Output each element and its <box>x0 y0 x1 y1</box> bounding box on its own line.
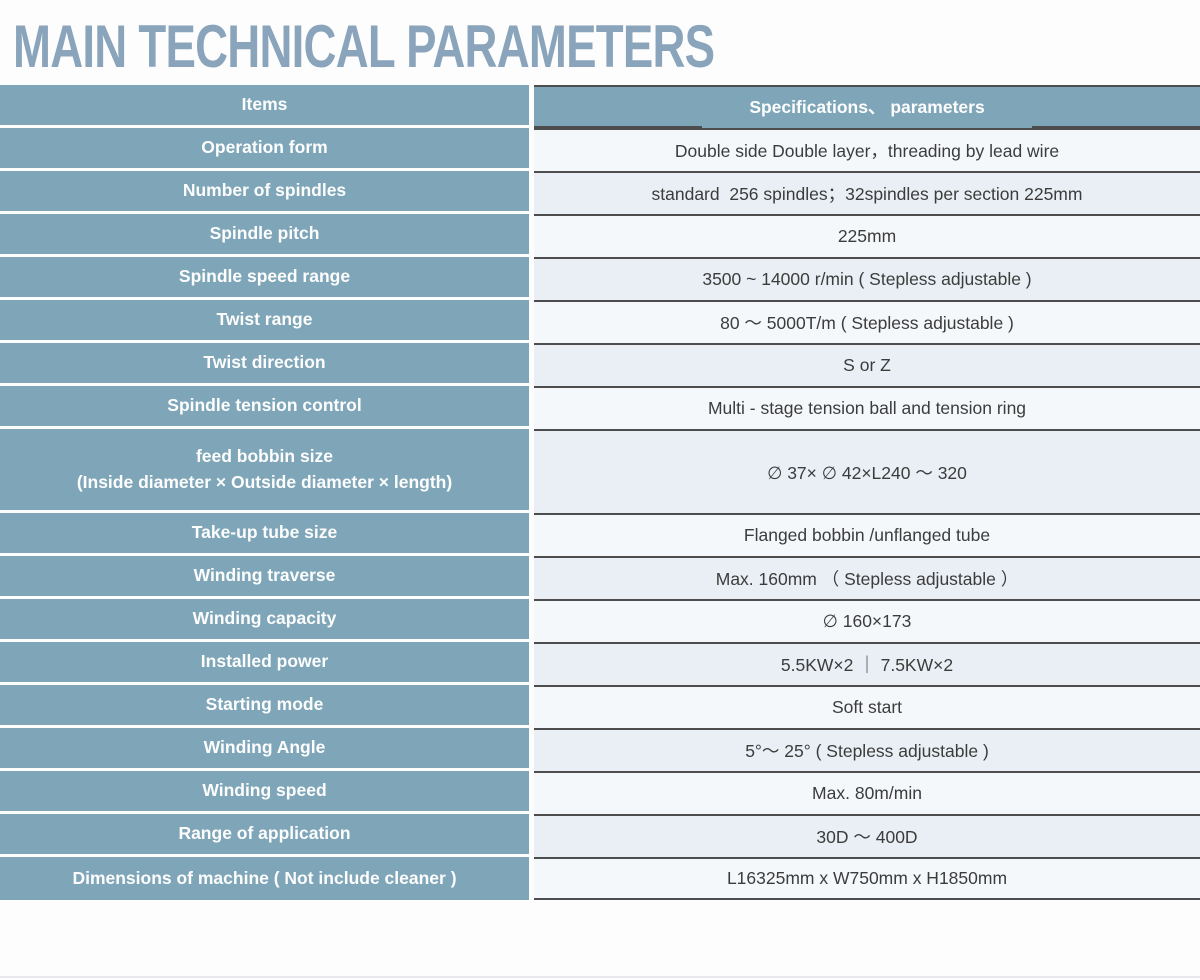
param-value: 30D ～ 400D <box>534 814 1200 857</box>
param-value: Double side Double layer，threading by le… <box>534 128 1200 171</box>
param-value: 5.5KW×2 ｜ 7.5KW×2 <box>534 642 1200 685</box>
table-row: Winding capacity ∅ 160×173 <box>0 599 1200 642</box>
param-label: Number of spindles <box>0 171 529 214</box>
param-value: ∅ 37× ∅ 42×L240 ～ 320 <box>534 429 1200 513</box>
param-value: standard 256 spindles；32spindles per sec… <box>534 171 1200 214</box>
table-row: Range of application 30D ～ 400D <box>0 814 1200 857</box>
page-title: MAIN TECHNICAL PARAMETERS <box>13 13 715 80</box>
technical-parameters-table: Items Specifications、 parameters Operati… <box>0 85 1200 900</box>
param-value: Soft start <box>534 685 1200 728</box>
param-label: Winding traverse <box>0 556 529 599</box>
param-value: Max. 80m/min <box>534 771 1200 814</box>
table-row: Number of spindles standard 256 spindles… <box>0 171 1200 214</box>
param-value: L16325mm x W750mm x H1850mm <box>534 857 1200 900</box>
table-row: Take-up tube size Flanged bobbin /unflan… <box>0 513 1200 556</box>
param-label: Installed power <box>0 642 529 685</box>
param-value: 3500 ~ 14000 r/min ( Stepless adjustable… <box>534 257 1200 300</box>
param-label-line2: (Inside diameter × Outside diameter × le… <box>76 471 453 492</box>
table-row: Twist direction S or Z <box>0 343 1200 386</box>
param-label: Winding capacity <box>0 599 529 642</box>
param-label: Winding speed <box>0 771 529 814</box>
table-row: Installed power 5.5KW×2 ｜ 7.5KW×2 <box>0 642 1200 685</box>
page-bottom-divider <box>0 976 1200 978</box>
table-row: Operation form Double side Double layer，… <box>0 128 1200 171</box>
param-label: feed bobbin size (Inside diameter × Outs… <box>0 429 529 513</box>
table-row: Starting mode Soft start <box>0 685 1200 728</box>
param-value: Max. 160mm （ Stepless adjustable ） <box>534 556 1200 599</box>
param-label: Dimensions of machine ( Not include clea… <box>0 857 529 900</box>
table-header-row: Items Specifications、 parameters <box>0 85 1200 128</box>
param-label: Operation form <box>0 128 529 171</box>
param-value: S or Z <box>534 343 1200 386</box>
param-label: Starting mode <box>0 685 529 728</box>
param-label: Twist range <box>0 300 529 343</box>
table-row: Winding Angle 5°～ 25° ( Stepless adjusta… <box>0 728 1200 771</box>
param-label: Take-up tube size <box>0 513 529 556</box>
table-row: Spindle tension control Multi - stage te… <box>0 386 1200 429</box>
table-row: Spindle pitch 225mm <box>0 214 1200 257</box>
specifications-header-cell: Specifications、 parameters <box>534 85 1200 128</box>
param-label: Winding Angle <box>0 728 529 771</box>
table-row: Winding speed Max. 80m/min <box>0 771 1200 814</box>
items-header-cell: Items <box>0 85 529 128</box>
param-label-line1: feed bobbin size <box>195 446 334 467</box>
table-row: Dimensions of machine ( Not include clea… <box>0 857 1200 900</box>
param-value: 225mm <box>534 214 1200 257</box>
param-value: Flanged bobbin /unflanged tube <box>534 513 1200 556</box>
param-label: Range of application <box>0 814 529 857</box>
param-value: ∅ 160×173 <box>534 599 1200 642</box>
param-label: Spindle speed range <box>0 257 529 300</box>
table-row: Spindle speed range 3500 ~ 14000 r/min (… <box>0 257 1200 300</box>
table-row: Twist range 80 ～ 5000T/m ( Stepless adju… <box>0 300 1200 343</box>
param-label: Spindle pitch <box>0 214 529 257</box>
param-value: Multi - stage tension ball and tension r… <box>534 386 1200 429</box>
table-row: feed bobbin size (Inside diameter × Outs… <box>0 429 1200 513</box>
param-value: 5°～ 25° ( Stepless adjustable ) <box>534 728 1200 771</box>
param-label: Spindle tension control <box>0 386 529 429</box>
table-row: Winding traverse Max. 160mm （ Stepless a… <box>0 556 1200 599</box>
param-label: Twist direction <box>0 343 529 386</box>
param-value: 80 ～ 5000T/m ( Stepless adjustable ) <box>534 300 1200 343</box>
